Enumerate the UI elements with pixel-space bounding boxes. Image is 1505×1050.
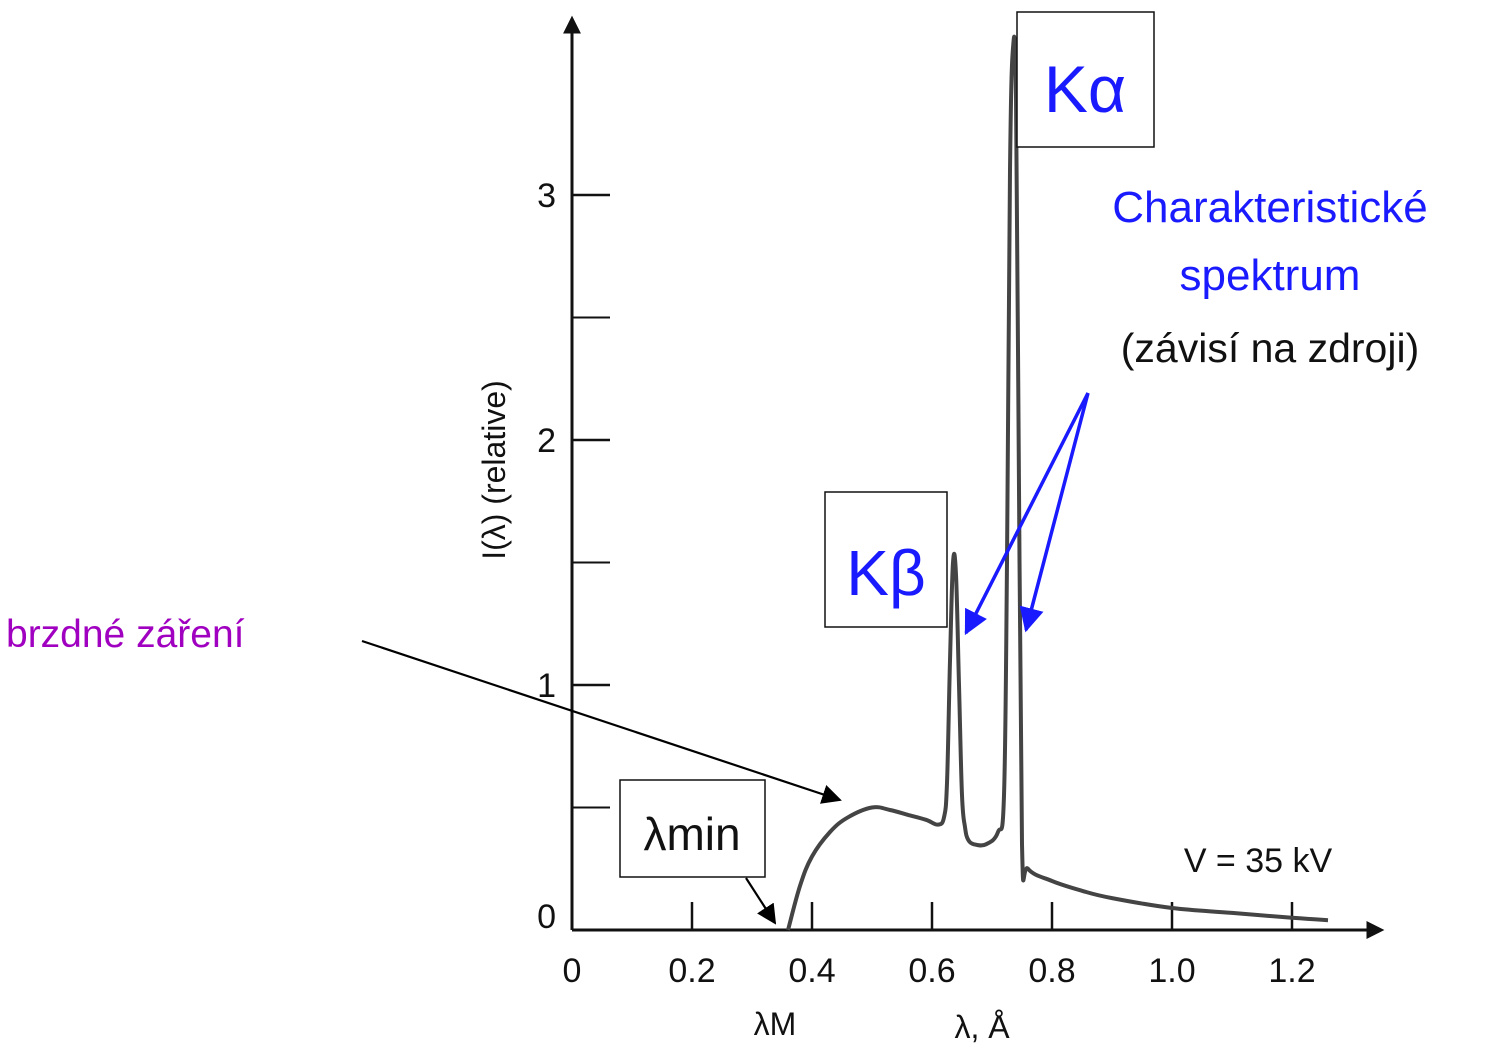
x-tick-label: 0.6	[908, 952, 955, 990]
lambda-min-box	[619, 779, 766, 878]
voltage-label: V = 35 kV	[1184, 842, 1333, 880]
spectrum-curve	[786, 34, 1329, 931]
characteristic-line1: Charakteristické	[1112, 183, 1427, 232]
k-alpha-label: Kα	[1044, 52, 1126, 126]
lambda-m-label: λM	[754, 1006, 797, 1042]
k-beta-label: Kβ	[846, 537, 926, 609]
k-beta-box	[824, 491, 948, 628]
x-tick-label: 1.2	[1268, 952, 1315, 990]
tick-labels-layer: 0 0.2 0.4 0.6 0.8 1.0 1.2 0 1 2 3	[537, 177, 1316, 990]
x-tick-label: 0.8	[1028, 952, 1075, 990]
ticks-layer	[572, 193, 1294, 930]
y-tick-label: 3	[537, 177, 556, 215]
x-tick-label: 0.4	[788, 952, 835, 990]
y-tick-label: 0	[537, 898, 556, 936]
y-tick-label: 1	[537, 667, 556, 705]
lambda-min-label: λmin	[643, 808, 740, 860]
arrow-to-continuum	[361, 639, 842, 804]
characteristic-line3: (závisí na zdroji)	[1121, 325, 1419, 371]
bremsstrahlung-label: brzdné záření	[6, 613, 245, 656]
characteristic-line2: spektrum	[1180, 251, 1361, 300]
arrow-to-k-alpha	[1019, 392, 1090, 633]
y-axis-label: I(λ) (relative)	[476, 380, 512, 560]
y-tick-label: 2	[537, 422, 556, 460]
x-tick-label: 0.2	[668, 952, 715, 990]
x-tick-label: 1.0	[1148, 952, 1195, 990]
k-alpha-box	[1016, 11, 1155, 148]
arrow-to-k-beta	[964, 392, 1090, 636]
x-tick-label: 0	[563, 952, 582, 990]
arrow-to-lambda-min	[745, 877, 777, 925]
x-axis-label: λ, Å	[954, 1009, 1010, 1045]
